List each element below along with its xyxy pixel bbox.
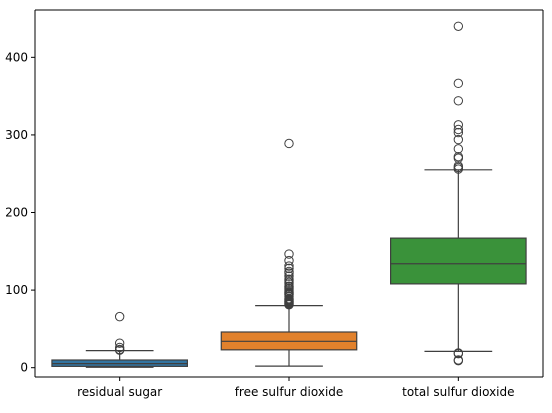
outlier-point — [284, 249, 294, 259]
outlier-point — [453, 355, 464, 365]
outlier-point — [284, 138, 294, 149]
box-total-sulfur-dioxide — [390, 237, 527, 285]
outlier-point — [114, 311, 125, 322]
y-axis-ticks: 0 100 200 300 400 — [5, 50, 35, 375]
outlier-point — [453, 151, 464, 162]
outlier-point — [453, 21, 464, 31]
outlier-group — [114, 21, 464, 366]
outlier-point — [284, 274, 294, 284]
outlier-point — [453, 78, 464, 89]
outlier-point — [453, 144, 464, 154]
box-group — [51, 169, 527, 368]
outlier-point — [453, 161, 464, 171]
x-tick-label: residual sugar — [77, 385, 162, 399]
outlier-point — [453, 127, 464, 138]
y-tick-label: 400 — [5, 50, 28, 64]
outlier-point — [453, 120, 464, 130]
outlier-point — [114, 342, 125, 353]
x-tick-label: free sulfur dioxide — [235, 385, 344, 399]
y-tick-label: 100 — [5, 283, 28, 297]
outlier-point — [284, 255, 294, 266]
y-tick-label: 300 — [5, 128, 28, 142]
outlier-point — [453, 124, 464, 135]
y-tick-label: 0 — [20, 361, 28, 375]
outlier-point — [284, 266, 294, 277]
outlier-point — [284, 271, 294, 281]
outlier-point — [453, 134, 464, 145]
outlier-point — [284, 261, 294, 271]
y-tick-label: 200 — [5, 206, 28, 220]
outlier-point — [453, 96, 464, 106]
x-axis-ticks: residual sugar free sulfur dioxide total s… — [77, 377, 515, 399]
outlier-point — [453, 348, 464, 358]
outlier-point — [284, 263, 294, 274]
x-tick-label: total sulfur dioxide — [402, 385, 514, 399]
outlier-point — [284, 281, 294, 291]
outlier-point — [114, 338, 125, 348]
